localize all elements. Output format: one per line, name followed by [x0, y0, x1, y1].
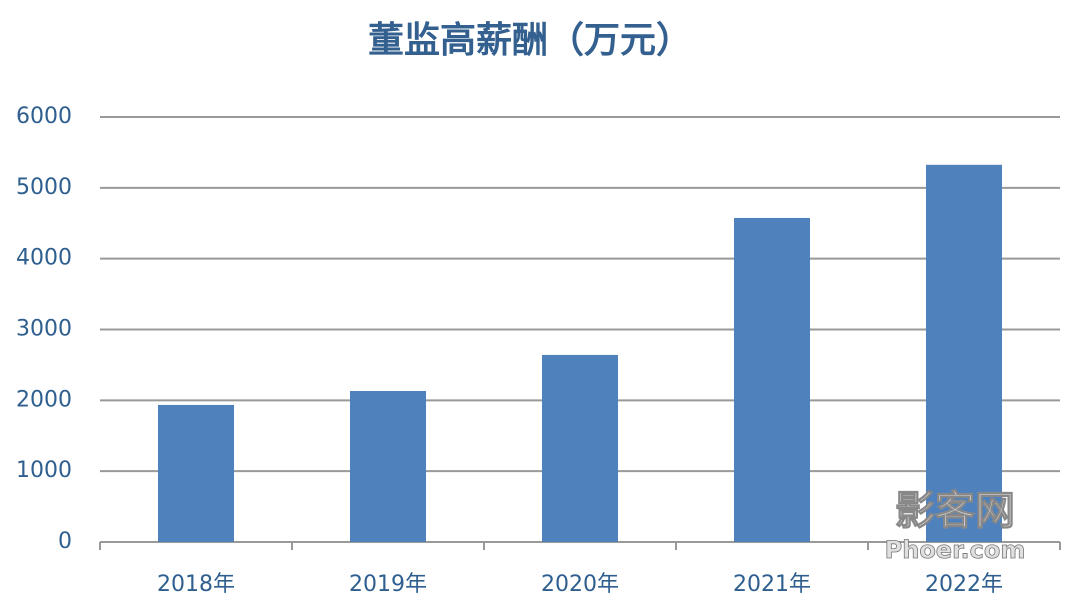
- y-tick-label: 2000: [16, 387, 72, 412]
- watermark: Phoer.com: [885, 536, 1026, 564]
- y-tick-label: 6000: [16, 104, 72, 129]
- y-tick-label: 4000: [16, 246, 72, 271]
- y-tick-label: 5000: [16, 175, 72, 200]
- y-tick-label: 1000: [16, 458, 72, 483]
- bar: [158, 404, 234, 542]
- x-tick-label: 2020年: [541, 572, 619, 597]
- x-tick-label: 2018年: [157, 572, 235, 597]
- bar: [734, 217, 810, 542]
- x-tick-label: 2021年: [733, 572, 811, 597]
- y-tick-label: 0: [58, 529, 72, 554]
- chart-title: 董监高薪酬（万元）: [368, 20, 692, 61]
- watermark: 影客网: [895, 488, 1015, 534]
- bar: [926, 164, 1002, 542]
- x-tick-label: 2022年: [925, 572, 1003, 597]
- bar: [542, 354, 618, 542]
- bar: [350, 390, 426, 542]
- x-tick-label: 2019年: [349, 572, 427, 597]
- y-tick-label: 3000: [16, 317, 72, 342]
